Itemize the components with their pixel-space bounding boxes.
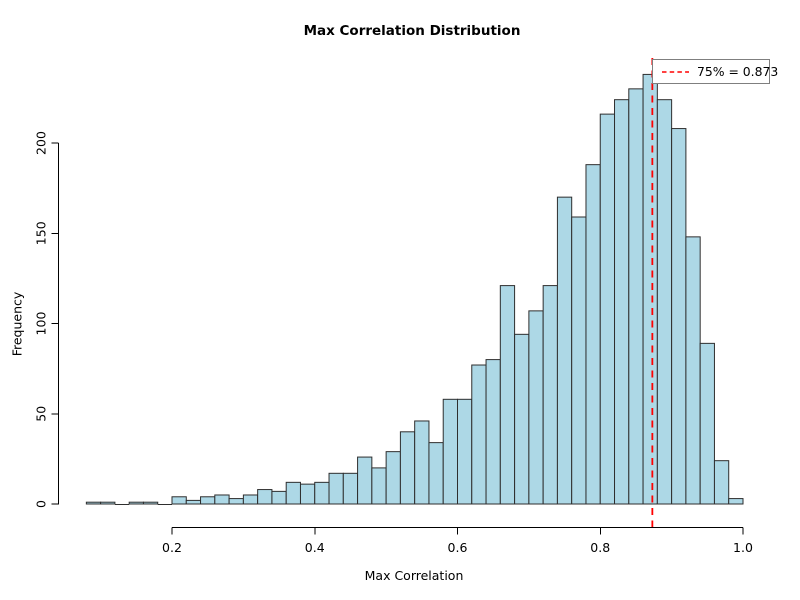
- histogram-bar: [671, 128, 687, 505]
- histogram-bar: [713, 460, 730, 505]
- legend: 75% = 0.873: [652, 59, 778, 84]
- histogram-bar: [528, 310, 544, 505]
- histogram-bar: [414, 420, 430, 505]
- histogram-bar: [257, 489, 273, 505]
- histogram-bar: [556, 196, 573, 505]
- y-axis-tick-label: 50: [34, 406, 49, 422]
- histogram-bar: [457, 398, 473, 505]
- histogram-bar: [699, 342, 715, 505]
- histogram-bar: [85, 501, 102, 505]
- histogram-bar: [628, 88, 644, 505]
- histogram-bar: [314, 481, 330, 505]
- histogram-bar: [371, 467, 387, 505]
- histogram-bar: [542, 285, 558, 505]
- histogram-bar: [342, 472, 359, 505]
- histogram-bar: [214, 494, 230, 505]
- histogram-bar: [442, 398, 459, 505]
- histogram-bar: [614, 99, 630, 505]
- histogram-bar: [185, 499, 202, 505]
- x-axis-label: Max Correlation: [364, 568, 464, 583]
- histogram-bar: [142, 501, 159, 505]
- histogram-bar: [728, 498, 744, 505]
- histogram-bar: [428, 442, 444, 505]
- y-axis-label: Frequency: [9, 291, 25, 357]
- y-axis-tick-label: 200: [34, 131, 49, 155]
- histogram-bar: [128, 501, 144, 505]
- y-axis-tick-label: 0: [34, 500, 49, 508]
- histogram-bar: [299, 483, 316, 505]
- histogram-bar: [285, 481, 301, 505]
- x-axis-tick-label: 1.0: [733, 540, 753, 555]
- x-axis-tick-label: 0.8: [590, 540, 610, 555]
- histogram-bar: [200, 496, 216, 505]
- chart-title: Max Correlation Distribution: [303, 23, 521, 39]
- histogram-bar: [271, 490, 287, 505]
- histogram-bar: [228, 498, 244, 505]
- histogram-bar: [471, 364, 487, 505]
- histogram-bar: [385, 451, 401, 505]
- histogram-bar: [571, 216, 587, 505]
- histogram-bar: [399, 431, 416, 505]
- x-axis-tick-label: 0.6: [448, 540, 468, 555]
- histogram-bar: [685, 236, 701, 505]
- y-axis-tick-label: 100: [34, 312, 49, 336]
- histogram-bar: [499, 285, 516, 505]
- y-axis-tick-label: 150: [34, 221, 49, 245]
- percentile-line-sample-icon: [662, 70, 689, 73]
- histogram-bar: [100, 501, 116, 505]
- histogram-bar: [242, 494, 259, 505]
- histogram-bar: [656, 99, 673, 505]
- x-axis-tick-label: 0.2: [162, 540, 182, 555]
- histogram-bar: [642, 73, 658, 505]
- histogram-bar: [485, 359, 501, 505]
- histogram-bar: [585, 164, 601, 505]
- histogram-bar: [171, 496, 187, 505]
- histogram-bar: [514, 333, 530, 505]
- x-axis-tick-label: 0.4: [305, 540, 325, 555]
- legend-label: 75% = 0.873: [697, 64, 779, 79]
- histogram-bar: [599, 113, 616, 505]
- histogram-bar: [328, 472, 344, 505]
- histogram-bar: [357, 456, 373, 505]
